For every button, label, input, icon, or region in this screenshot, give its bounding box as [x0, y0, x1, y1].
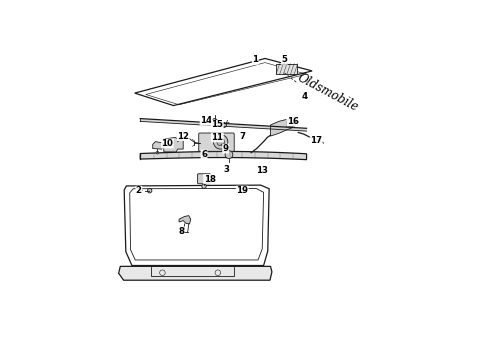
- FancyBboxPatch shape: [197, 174, 210, 184]
- Text: 9: 9: [222, 144, 229, 153]
- Text: 17: 17: [310, 136, 322, 145]
- Circle shape: [156, 151, 159, 154]
- Text: 13: 13: [256, 166, 268, 175]
- Text: 15: 15: [211, 121, 223, 130]
- Polygon shape: [119, 266, 272, 280]
- Polygon shape: [164, 138, 183, 152]
- Text: 6: 6: [201, 150, 207, 159]
- Polygon shape: [153, 141, 163, 149]
- Text: 16: 16: [287, 117, 299, 126]
- Text: 8: 8: [178, 227, 184, 236]
- Text: 19: 19: [236, 186, 248, 195]
- Text: 5: 5: [281, 55, 287, 64]
- Polygon shape: [140, 152, 307, 159]
- Polygon shape: [270, 118, 294, 136]
- Text: 10: 10: [162, 139, 173, 148]
- FancyBboxPatch shape: [199, 133, 234, 151]
- Text: 4: 4: [301, 92, 307, 101]
- Text: 18: 18: [203, 175, 216, 184]
- Polygon shape: [287, 117, 298, 127]
- Text: 3: 3: [223, 165, 229, 174]
- Text: 2: 2: [136, 186, 142, 195]
- Circle shape: [202, 184, 206, 188]
- Circle shape: [212, 118, 217, 124]
- Circle shape: [221, 122, 226, 127]
- Text: 1: 1: [252, 55, 258, 64]
- Bar: [276, 64, 297, 74]
- Circle shape: [217, 138, 224, 146]
- Text: 14: 14: [200, 116, 212, 125]
- Circle shape: [214, 135, 228, 149]
- Text: 7: 7: [240, 131, 246, 140]
- Text: 11: 11: [211, 133, 223, 142]
- Text: Oldsmobile: Oldsmobile: [295, 72, 361, 114]
- Polygon shape: [179, 216, 191, 224]
- Circle shape: [225, 151, 233, 158]
- Circle shape: [147, 188, 152, 193]
- Text: 12: 12: [177, 131, 189, 140]
